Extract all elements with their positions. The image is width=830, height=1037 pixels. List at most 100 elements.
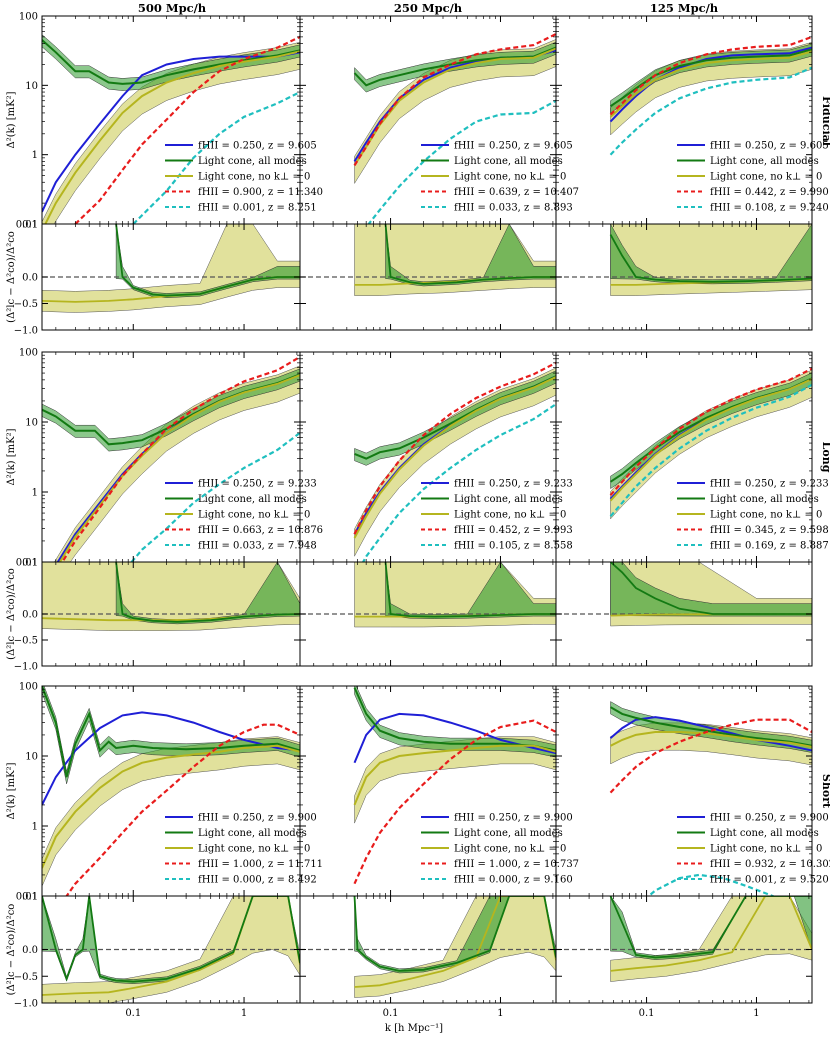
- ratio-lc-all: [609, 896, 812, 959]
- ratio-all-band: [354, 896, 556, 974]
- lc-nokperp-band: [354, 39, 556, 185]
- series-high-z: [609, 367, 812, 496]
- ratio-plot-area: [556, 562, 812, 627]
- legend-entry: fHII = 0.108, z = 9.240: [710, 203, 829, 214]
- x-tick-label: 0.1: [125, 1008, 141, 1019]
- ratio-plot-area: [42, 224, 300, 313]
- y-tick-label: 1: [32, 822, 38, 833]
- series-lc-nokperp: [609, 50, 812, 118]
- legend-entry: fHII = 0.250, z = 9.900: [710, 813, 829, 824]
- legend-entry: Light cone, all modes: [198, 156, 307, 167]
- legend-entry: fHII = 1.000, z = 10.737: [454, 859, 579, 870]
- power-plot-area: [609, 701, 812, 896]
- ratio-y-tick-label: −0.5: [14, 299, 38, 310]
- legend-entry: Light cone, all modes: [454, 828, 563, 839]
- legend-entry: fHII = 0.250, z = 9.605: [454, 141, 573, 152]
- power-plot-area: [609, 367, 812, 520]
- row-labels: Fiducial Long Short: [820, 96, 830, 809]
- ratio-lc-all: [609, 234, 812, 283]
- ratio-lc-all: [353, 896, 556, 972]
- x-tick-label: 1: [241, 1008, 247, 1019]
- legend-entry: fHII = 0.105, z = 8.558: [454, 541, 573, 552]
- lc-all-band: [354, 370, 556, 466]
- legend: fHII = 0.250, z = 9.900 Light cone, all m…: [421, 813, 579, 886]
- ratio-lc-all: [115, 562, 300, 623]
- lc-all-band: [610, 372, 812, 490]
- series-high-z: [353, 361, 556, 535]
- series-low-z: [609, 383, 812, 518]
- series-lc-nokperp: [44, 50, 300, 224]
- legend: fHII = 0.250, z = 9.233 Light cone, all m…: [677, 479, 829, 552]
- panel-short-1: 0.1 1 fHII = 0.250, z = 9.900 Light cone, a…: [299, 685, 579, 1019]
- row-label-fiducial: Fiducial: [820, 96, 830, 146]
- ratio-lc-all: [42, 896, 300, 983]
- ratio-nokperp-band: [42, 896, 300, 1003]
- ratio-lc-all: [115, 224, 300, 297]
- row-label-long: Long: [820, 442, 830, 473]
- ratio-plot-area: [42, 562, 300, 631]
- legend-entry: fHII = 0.900, z = 11.340: [198, 187, 323, 198]
- panel-fiducial-1: fHII = 0.250, z = 9.605 Light cone, all m…: [299, 15, 579, 331]
- legend-entry: fHII = 0.000, z = 9.160: [454, 875, 573, 886]
- ratio-plot-area: [42, 896, 300, 1003]
- power-y-label: Δ²(k) [mK²]: [6, 91, 17, 148]
- legend: fHII = 0.250, z = 9.605 Light cone, all m…: [421, 141, 579, 214]
- series-low-z: [132, 91, 300, 224]
- power-plot-area: [42, 355, 300, 562]
- panel-long-1: fHII = 0.250, z = 9.233 Light cone, all m…: [299, 351, 573, 667]
- ratio-y-tick-label: −1.0: [14, 326, 38, 337]
- x-tick-label: 1: [753, 1008, 759, 1019]
- legend-entry: Light cone, no k⊥ = 0: [454, 510, 566, 521]
- series-coeval-mid: [609, 716, 812, 752]
- legend-entry: fHII = 0.250, z = 9.233: [198, 479, 317, 490]
- series-lc-nokperp: [610, 731, 812, 748]
- legend-entry: Light cone, no k⊥ = 0: [198, 844, 310, 855]
- column-title-250: 250 Mpc/h: [394, 1, 463, 15]
- x-tick-label: 1: [497, 1008, 503, 1019]
- panel-fiducial-0: 0.1 1 10 100 0.01 0.0 −0.5 −1.0 Δ²(k) [mK²] (Δ²lc…: [6, 12, 323, 337]
- power-plot-area: [42, 34, 300, 224]
- row-label-short: Short: [820, 774, 830, 809]
- series-low-z: [367, 99, 556, 224]
- y-tick-label: 10: [25, 418, 38, 429]
- series-lc-all: [353, 687, 556, 752]
- legend-entry: Light cone, all modes: [710, 494, 819, 505]
- legend-entry: fHII = 0.250, z = 9.900: [198, 813, 317, 824]
- legend-entry: Light cone, no k⊥ = 0: [710, 844, 822, 855]
- ratio-lc-nokperp: [42, 896, 300, 996]
- lc-all-band: [42, 368, 300, 452]
- ratio-plot-area: [300, 562, 556, 628]
- ratio-y-tick-label: −0.5: [14, 972, 38, 983]
- lc-nokperp-band: [42, 736, 300, 887]
- ratio-nokperp-band: [610, 896, 812, 982]
- ratio-plot-area: [300, 224, 556, 296]
- legend-entry: Light cone, all modes: [710, 828, 819, 839]
- legend-entry: fHII = 0.250, z = 9.233: [710, 479, 829, 490]
- series-high-z: [609, 35, 812, 116]
- ratio-lc-nokperp: [354, 896, 556, 988]
- legend-entry: Light cone, no k⊥ = 0: [710, 172, 822, 183]
- legend: fHII = 0.250, z = 9.900 Light cone, all m…: [677, 813, 830, 886]
- series-lc-nokperp: [58, 374, 300, 562]
- ratio-all-band: [385, 224, 556, 287]
- legend-entry: fHII = 0.452, z = 9.993: [454, 525, 573, 536]
- legend: fHII = 0.250, z = 9.605 Light cone, all m…: [677, 141, 829, 214]
- x-tick-label: 0.1: [383, 1008, 399, 1019]
- legend-entry: fHII = 0.250, z = 9.605: [710, 141, 829, 152]
- series-lc-all: [609, 48, 812, 108]
- legend-entry: fHII = 0.639, z = 10.407: [454, 187, 579, 198]
- legend-entry: Light cone, no k⊥ = 0: [454, 172, 566, 183]
- legend-entry: fHII = 0.169, z = 8.887: [710, 541, 829, 552]
- y-tick-label: 0.1: [22, 892, 38, 903]
- ratio-lc-nokperp: [610, 896, 812, 972]
- legend-entry: fHII = 0.033, z = 7.948: [198, 541, 317, 552]
- legend: fHII = 0.250, z = 9.605 Light cone, all m…: [165, 141, 323, 214]
- ratio-y-label: (Δ²lc − Δ²co)/Δ²co: [6, 904, 17, 996]
- series-lc-nokperp: [353, 744, 556, 806]
- y-tick-label: 100: [19, 12, 38, 23]
- legend-entry: fHII = 0.442, z = 9.990: [710, 187, 829, 198]
- power-plot-area: [353, 361, 556, 562]
- ratio-plot-area: [556, 224, 812, 296]
- y-tick-label: 0.1: [22, 558, 38, 569]
- legend-entry: fHII = 0.001, z = 8.251: [198, 203, 317, 214]
